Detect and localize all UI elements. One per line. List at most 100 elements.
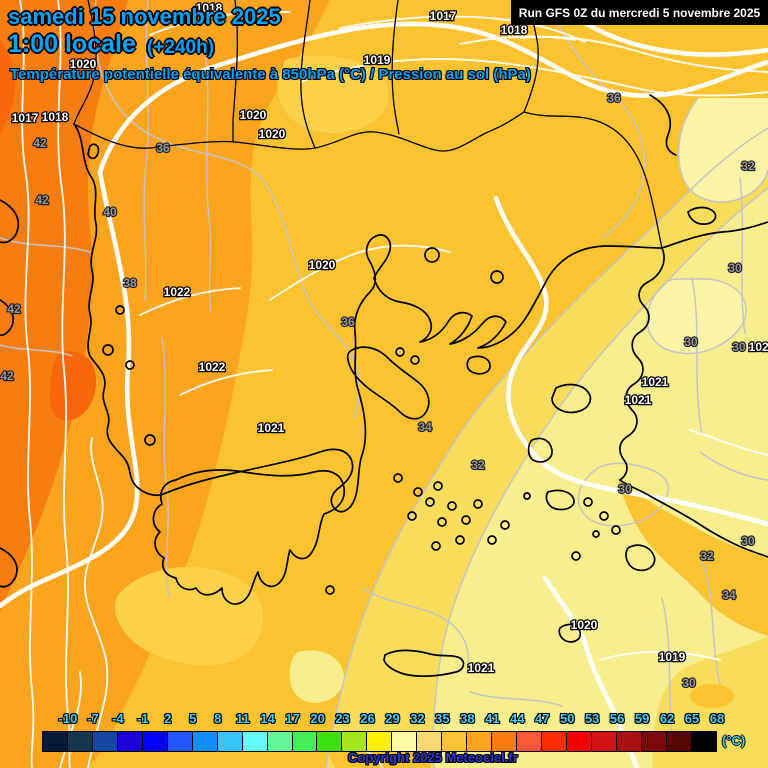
pressure-label: 1021	[642, 375, 669, 389]
forecast-time: 1:00 locale	[8, 30, 136, 58]
colorbar-tick-label: 14	[260, 711, 275, 726]
country-borders	[73, 0, 663, 249]
colorbar-cell	[316, 731, 343, 752]
theta-e-label: 40	[103, 205, 117, 219]
colorbar-tick-label: 20	[310, 711, 325, 726]
colorbar-unit: (°C)	[722, 733, 746, 748]
theta-e-label: 42	[7, 302, 21, 316]
theta-e-label: 36	[156, 141, 170, 155]
theta-e-label: 34	[418, 420, 432, 434]
colorbar-tick-label: -7	[87, 711, 99, 726]
theta-e-label: 36	[607, 91, 621, 105]
colorbar-tick-label: 26	[360, 711, 375, 726]
pressure-label: 1021	[625, 393, 652, 407]
colorbar-cell	[191, 731, 218, 752]
colorbar-cell	[366, 731, 393, 752]
theta-e-label: 32	[471, 458, 485, 472]
colorbar-cell	[216, 731, 243, 752]
pressure-label: 1022	[749, 340, 768, 354]
colorbar-tick-label: 32	[410, 711, 425, 726]
isobar-lines-thin	[19, 0, 768, 768]
colorbar-tick-label: 2	[164, 711, 172, 726]
theta-e-label: 30	[728, 261, 742, 275]
colorbar-tick-label: 29	[385, 711, 400, 726]
theta-e-label: 30	[618, 482, 632, 496]
colorbar-tick-label: 23	[335, 711, 350, 726]
colorbar-tick-label: 11	[235, 711, 250, 726]
theta-e-label: 30	[684, 335, 698, 349]
colorbar-tick-label: 35	[435, 711, 450, 726]
pressure-label: 1017	[430, 9, 457, 23]
colorbar-tick-label: 44	[510, 711, 525, 726]
pressure-label: 1019	[364, 53, 391, 67]
colorbar-cell	[241, 731, 268, 752]
pressure-label: 1022	[199, 360, 226, 374]
pressure-label: 1020	[259, 127, 286, 141]
temperature-colorbar	[42, 731, 717, 752]
colorbar-tick-label: 17	[285, 711, 300, 726]
colorbar-tick-label: 8	[214, 711, 222, 726]
theta-e-label: 32	[700, 549, 714, 563]
colorbar-cell	[391, 731, 418, 752]
colorbar-cell	[341, 731, 368, 752]
colorbar-tick-label: 38	[460, 711, 475, 726]
colorbar-cell	[566, 731, 592, 752]
colorbar-cell	[516, 731, 543, 752]
theta-e-label: 42	[33, 136, 47, 150]
colorbar-cell	[166, 731, 193, 752]
colorbar-tick-label: 50	[559, 711, 575, 726]
theta-e-label: 30	[682, 676, 696, 690]
theta-e-label: 30	[741, 534, 755, 548]
colorbar-cell	[91, 731, 118, 752]
colorbar-tick-label: 68	[709, 711, 725, 726]
colorbar-tick-label: -4	[112, 711, 124, 726]
colorbar-cell	[640, 731, 667, 752]
theta-e-label: 32	[741, 159, 755, 173]
colorbar-cell	[266, 731, 293, 752]
copyright-text: Copyright 2025 Meteociel.fr	[348, 750, 518, 765]
theta-e-label: 42	[35, 193, 49, 207]
model-run-banner: Run GFS 0Z du mercredi 5 novembre 2025	[511, 0, 768, 25]
pressure-label: 1017	[12, 111, 39, 125]
colorbar-cell	[665, 731, 692, 752]
colorbar-tick-label: -10	[58, 711, 78, 726]
colorbar-cell	[66, 731, 93, 752]
colorbar-cell	[615, 731, 642, 752]
colorbar-tick-label: 53	[584, 711, 600, 726]
pressure-label: 1018	[42, 110, 69, 124]
colorbar-tick-label: 5	[189, 711, 197, 726]
pressure-label: 1020	[240, 108, 267, 122]
model-run-text: Run GFS 0Z du mercredi 5 novembre 2025	[518, 5, 761, 20]
forecast-hour-offset: (+240h)	[147, 37, 215, 58]
pressure-label: 1018	[196, 1, 223, 15]
theta-e-label: 34	[722, 588, 736, 602]
coastlines	[0, 94, 768, 678]
theta-e-label: 38	[123, 276, 137, 290]
colorbar-cell	[541, 731, 568, 752]
colorbar-tick-label: 56	[609, 711, 625, 726]
pressure-label: 1018	[501, 23, 528, 37]
colorbar-tick-label: -1	[137, 711, 149, 726]
theta-e-label: 30	[732, 340, 746, 354]
pressure-label: 1020	[309, 258, 336, 272]
colorbar-tick-label: 41	[485, 711, 500, 726]
colorbar-tick-label: 59	[634, 711, 650, 726]
colorbar-cell	[291, 731, 318, 752]
colorbar-tick-label: 62	[659, 711, 675, 726]
colorbar-cell	[466, 731, 493, 752]
colorbar-cell	[141, 731, 168, 752]
pressure-label: 1021	[258, 421, 285, 435]
colorbar-tick-label: 47	[535, 711, 550, 726]
theta-e-label: 42	[0, 369, 14, 383]
colorbar-cell	[590, 731, 617, 752]
colorbar-cell	[42, 731, 68, 752]
colorbar-cell	[491, 731, 518, 752]
pressure-label: 1019	[659, 650, 686, 664]
colorbar-cell	[441, 731, 468, 752]
pressure-label: 1022	[164, 285, 191, 299]
colorbar-tick-label: 65	[684, 711, 700, 726]
